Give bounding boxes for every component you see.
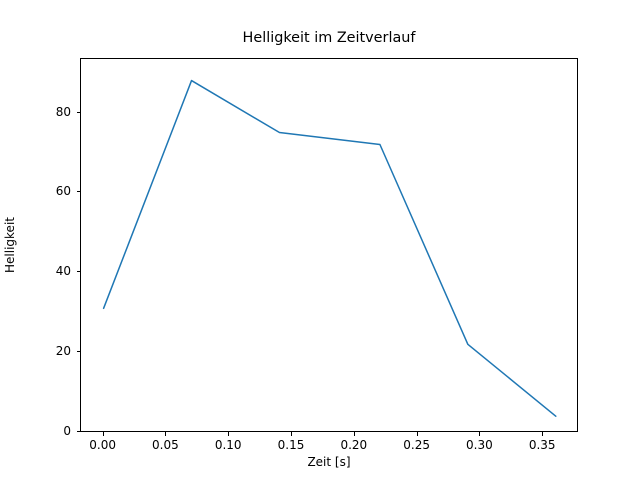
y-tick-mark xyxy=(76,271,80,273)
line-chart-svg xyxy=(102,79,557,417)
x-tick-mark xyxy=(416,432,418,436)
x-tick-label: 0.20 xyxy=(340,438,368,452)
y-tick-label: 0 xyxy=(63,424,71,439)
y-tick-mark xyxy=(76,431,80,433)
x-tick-label: 0.05 xyxy=(152,438,179,452)
x-tick-mark xyxy=(102,432,104,436)
x-tick-label: 0.35 xyxy=(528,438,556,452)
y-tick-label: 20 xyxy=(55,344,71,359)
chart-title: Helligkeit im Zeitverlauf xyxy=(242,30,416,46)
x-tick-mark xyxy=(165,432,167,436)
x-tick-label: 0.15 xyxy=(277,438,305,452)
y-tick-mark xyxy=(76,351,80,353)
x-tick-label: 0.25 xyxy=(403,438,430,452)
plot-area xyxy=(80,58,578,432)
y-tick-mark xyxy=(76,191,80,193)
x-tick-mark xyxy=(291,432,292,436)
x-tick-mark xyxy=(353,432,355,436)
x-axis-label: Zeit [s] xyxy=(307,455,351,469)
x-tick-mark xyxy=(479,432,481,436)
y-tick-label: 60 xyxy=(55,184,71,199)
y-tick-mark xyxy=(76,111,80,113)
y-axis-label: Helligkeit xyxy=(3,217,17,273)
x-tick-mark xyxy=(542,432,544,436)
x-tick-label: 0.10 xyxy=(214,438,242,452)
y-tick-label: 80 xyxy=(55,104,71,119)
data-series-line xyxy=(102,79,557,417)
y-tick-label: 40 xyxy=(55,264,71,279)
x-tick-mark xyxy=(228,432,230,436)
x-tick-label: 0.00 xyxy=(89,438,116,452)
x-tick-label: 0.30 xyxy=(466,438,493,452)
